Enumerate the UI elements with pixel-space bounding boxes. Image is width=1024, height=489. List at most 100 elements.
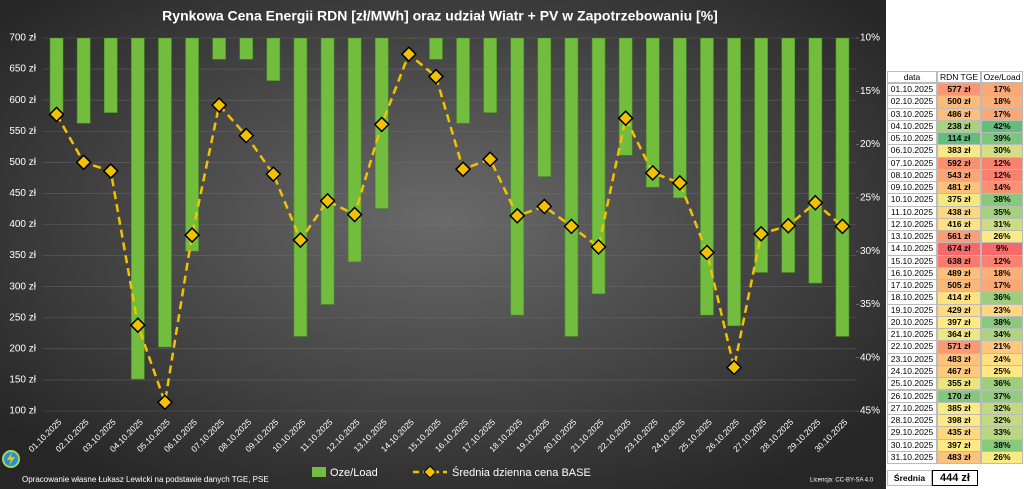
share-cell: 38% [981,193,1023,207]
marker [753,225,770,242]
marker [807,194,824,211]
marker [48,106,65,123]
date-cell: 11.10.2025 [887,205,937,219]
share-cell: 32% [981,401,1023,415]
marker [373,116,390,133]
price-cell: 438 zł [937,205,981,219]
date-cell: 13.10.2025 [887,230,937,244]
y2-tick-label: 25% [860,192,880,203]
y2-tick-label: 10% [860,33,880,44]
share-cell: 26% [981,450,1023,465]
share-cell: 24% [981,352,1023,366]
marker [725,359,743,376]
footer-label: Średnia [887,470,932,487]
chart: Rynkowa Cena Energii RDN [zł/MWh] oraz u… [0,0,886,489]
bar [185,38,199,252]
logo [2,450,20,468]
date-cell: 22.10.2025 [887,340,937,354]
share-cell: 14% [981,181,1023,195]
bar [808,38,823,284]
price-cell: 416 zł [937,217,981,232]
bar [266,38,281,81]
table-header: data [887,71,937,83]
marker [102,162,119,180]
bar [158,38,172,348]
date-cell: 08.10.2025 [887,168,937,183]
y-tick-label: 200 zł [9,343,36,354]
bar [131,38,145,380]
bar [537,38,552,177]
marker [698,244,716,261]
price-cell: 397 zł [937,438,981,452]
bar [212,38,226,60]
share-cell: 17% [981,83,1023,97]
date-cell: 25.10.2025 [887,377,937,391]
y2-tick-label: 45% [860,406,880,417]
marker [238,127,255,144]
price-cell: 489 zł [937,266,981,281]
date-cell: 24.10.2025 [887,364,937,379]
price-cell: 571 zł [937,340,981,354]
y2-tick-label: 35% [860,299,880,310]
date-cell: 12.10.2025 [887,217,937,232]
date-cell: 19.10.2025 [887,303,937,317]
share-cell: 32% [981,414,1023,428]
share-cell: 37% [981,389,1023,403]
bar [510,38,525,316]
price-cell: 364 zł [937,328,981,342]
date-cell: 30.10.2025 [887,438,937,452]
share-cell: 18% [981,95,1023,109]
y2-tick-label: 40% [860,352,880,363]
marker [536,198,553,215]
price-cell: 355 zł [937,377,981,391]
bar [645,38,660,188]
y2-tick-label: 15% [860,86,880,97]
date-cell: 18.10.2025 [887,291,937,305]
marker [454,161,472,178]
y-tick-label: 150 zł [9,375,36,386]
price-cell: 674 zł [937,242,981,256]
date-cell: 17.10.2025 [887,279,937,293]
y-tick-label: 350 zł [9,250,36,261]
marker [427,68,445,85]
share-cell: 9% [981,242,1023,256]
date-cell: 26.10.2025 [887,389,937,403]
table-header: Oze/Load [981,71,1023,83]
date-cell: 01.10.2025 [887,83,937,97]
share-cell: 42% [981,119,1023,134]
price-cell: 481 zł [937,181,981,195]
marker [590,238,607,255]
date-cell: 28.10.2025 [887,414,937,428]
price-cell: 429 zł [937,303,981,317]
marker [346,206,363,223]
share-cell: 21% [981,340,1023,354]
share-cell: 23% [981,303,1023,317]
marker [617,110,634,127]
price-cell: 114 zł [937,132,981,146]
date-cell: 05.10.2025 [887,132,937,146]
price-cell: 592 zł [937,156,981,170]
price-cell: 397 zł [937,315,981,330]
bar [347,38,362,263]
date-cell: 20.10.2025 [887,315,937,330]
y-tick-label: 600 zł [9,95,36,106]
table-header: RDN TGE [937,71,981,83]
date-cell: 16.10.2025 [887,266,937,281]
bar [320,38,335,305]
price-cell: 398 zł [937,414,981,428]
bar [239,38,254,60]
marker [780,217,797,234]
bar [591,38,606,295]
date-cell: 07.10.2025 [887,156,937,170]
price-cell: 638 zł [937,254,981,268]
share-cell: 30% [981,144,1023,158]
price-cell: 543 zł [937,168,981,183]
marker [211,97,228,114]
share-cell: 12% [981,156,1023,170]
marker [644,164,661,181]
license: Licencja: CC-BY-SA 4.0 [810,478,874,484]
bar [103,38,118,113]
share-cell: 36% [981,377,1023,391]
price-cell: 238 zł [937,119,981,134]
